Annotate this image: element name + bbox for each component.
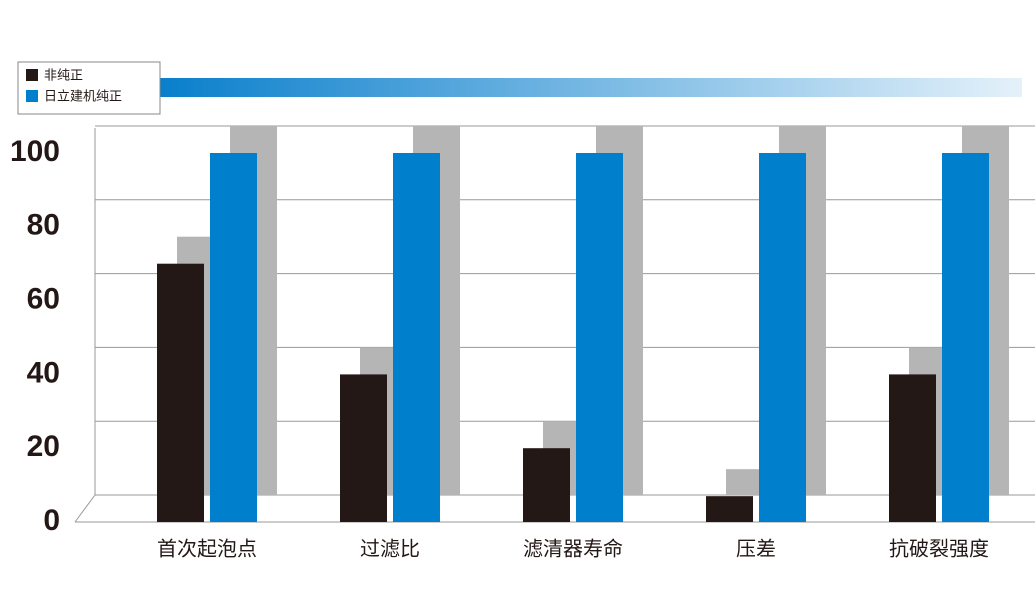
y-tick-label: 100 xyxy=(10,135,60,168)
bar xyxy=(889,374,936,522)
legend-swatch xyxy=(26,69,38,81)
bar xyxy=(340,374,387,522)
x-tick-label: 抗破裂强度 xyxy=(889,537,989,561)
floor-edge xyxy=(74,494,96,523)
y-tick-label: 80 xyxy=(27,209,60,242)
bar xyxy=(157,263,204,522)
x-tick-label: 过滤比 xyxy=(360,537,420,561)
y-tick-label: 40 xyxy=(27,356,60,389)
header-bar xyxy=(160,78,1022,97)
bar xyxy=(576,153,623,522)
y-tick-label: 20 xyxy=(27,430,60,463)
y-tick-label: 0 xyxy=(43,504,60,537)
legend-swatch xyxy=(26,90,38,102)
bar xyxy=(393,153,440,522)
bar xyxy=(706,496,753,522)
x-tick-label: 首次起泡点 xyxy=(157,537,257,561)
legend-label: 非纯正 xyxy=(44,69,83,84)
x-tick-label: 压差 xyxy=(736,537,776,561)
bar xyxy=(942,153,989,522)
legend-box xyxy=(17,61,161,115)
bar xyxy=(523,448,570,522)
y-tick-label: 60 xyxy=(27,283,60,316)
bar xyxy=(210,153,257,522)
bar xyxy=(759,153,806,522)
legend-label: 日立建机纯正 xyxy=(44,90,122,105)
x-tick-label: 滤清器寿命 xyxy=(523,537,623,561)
